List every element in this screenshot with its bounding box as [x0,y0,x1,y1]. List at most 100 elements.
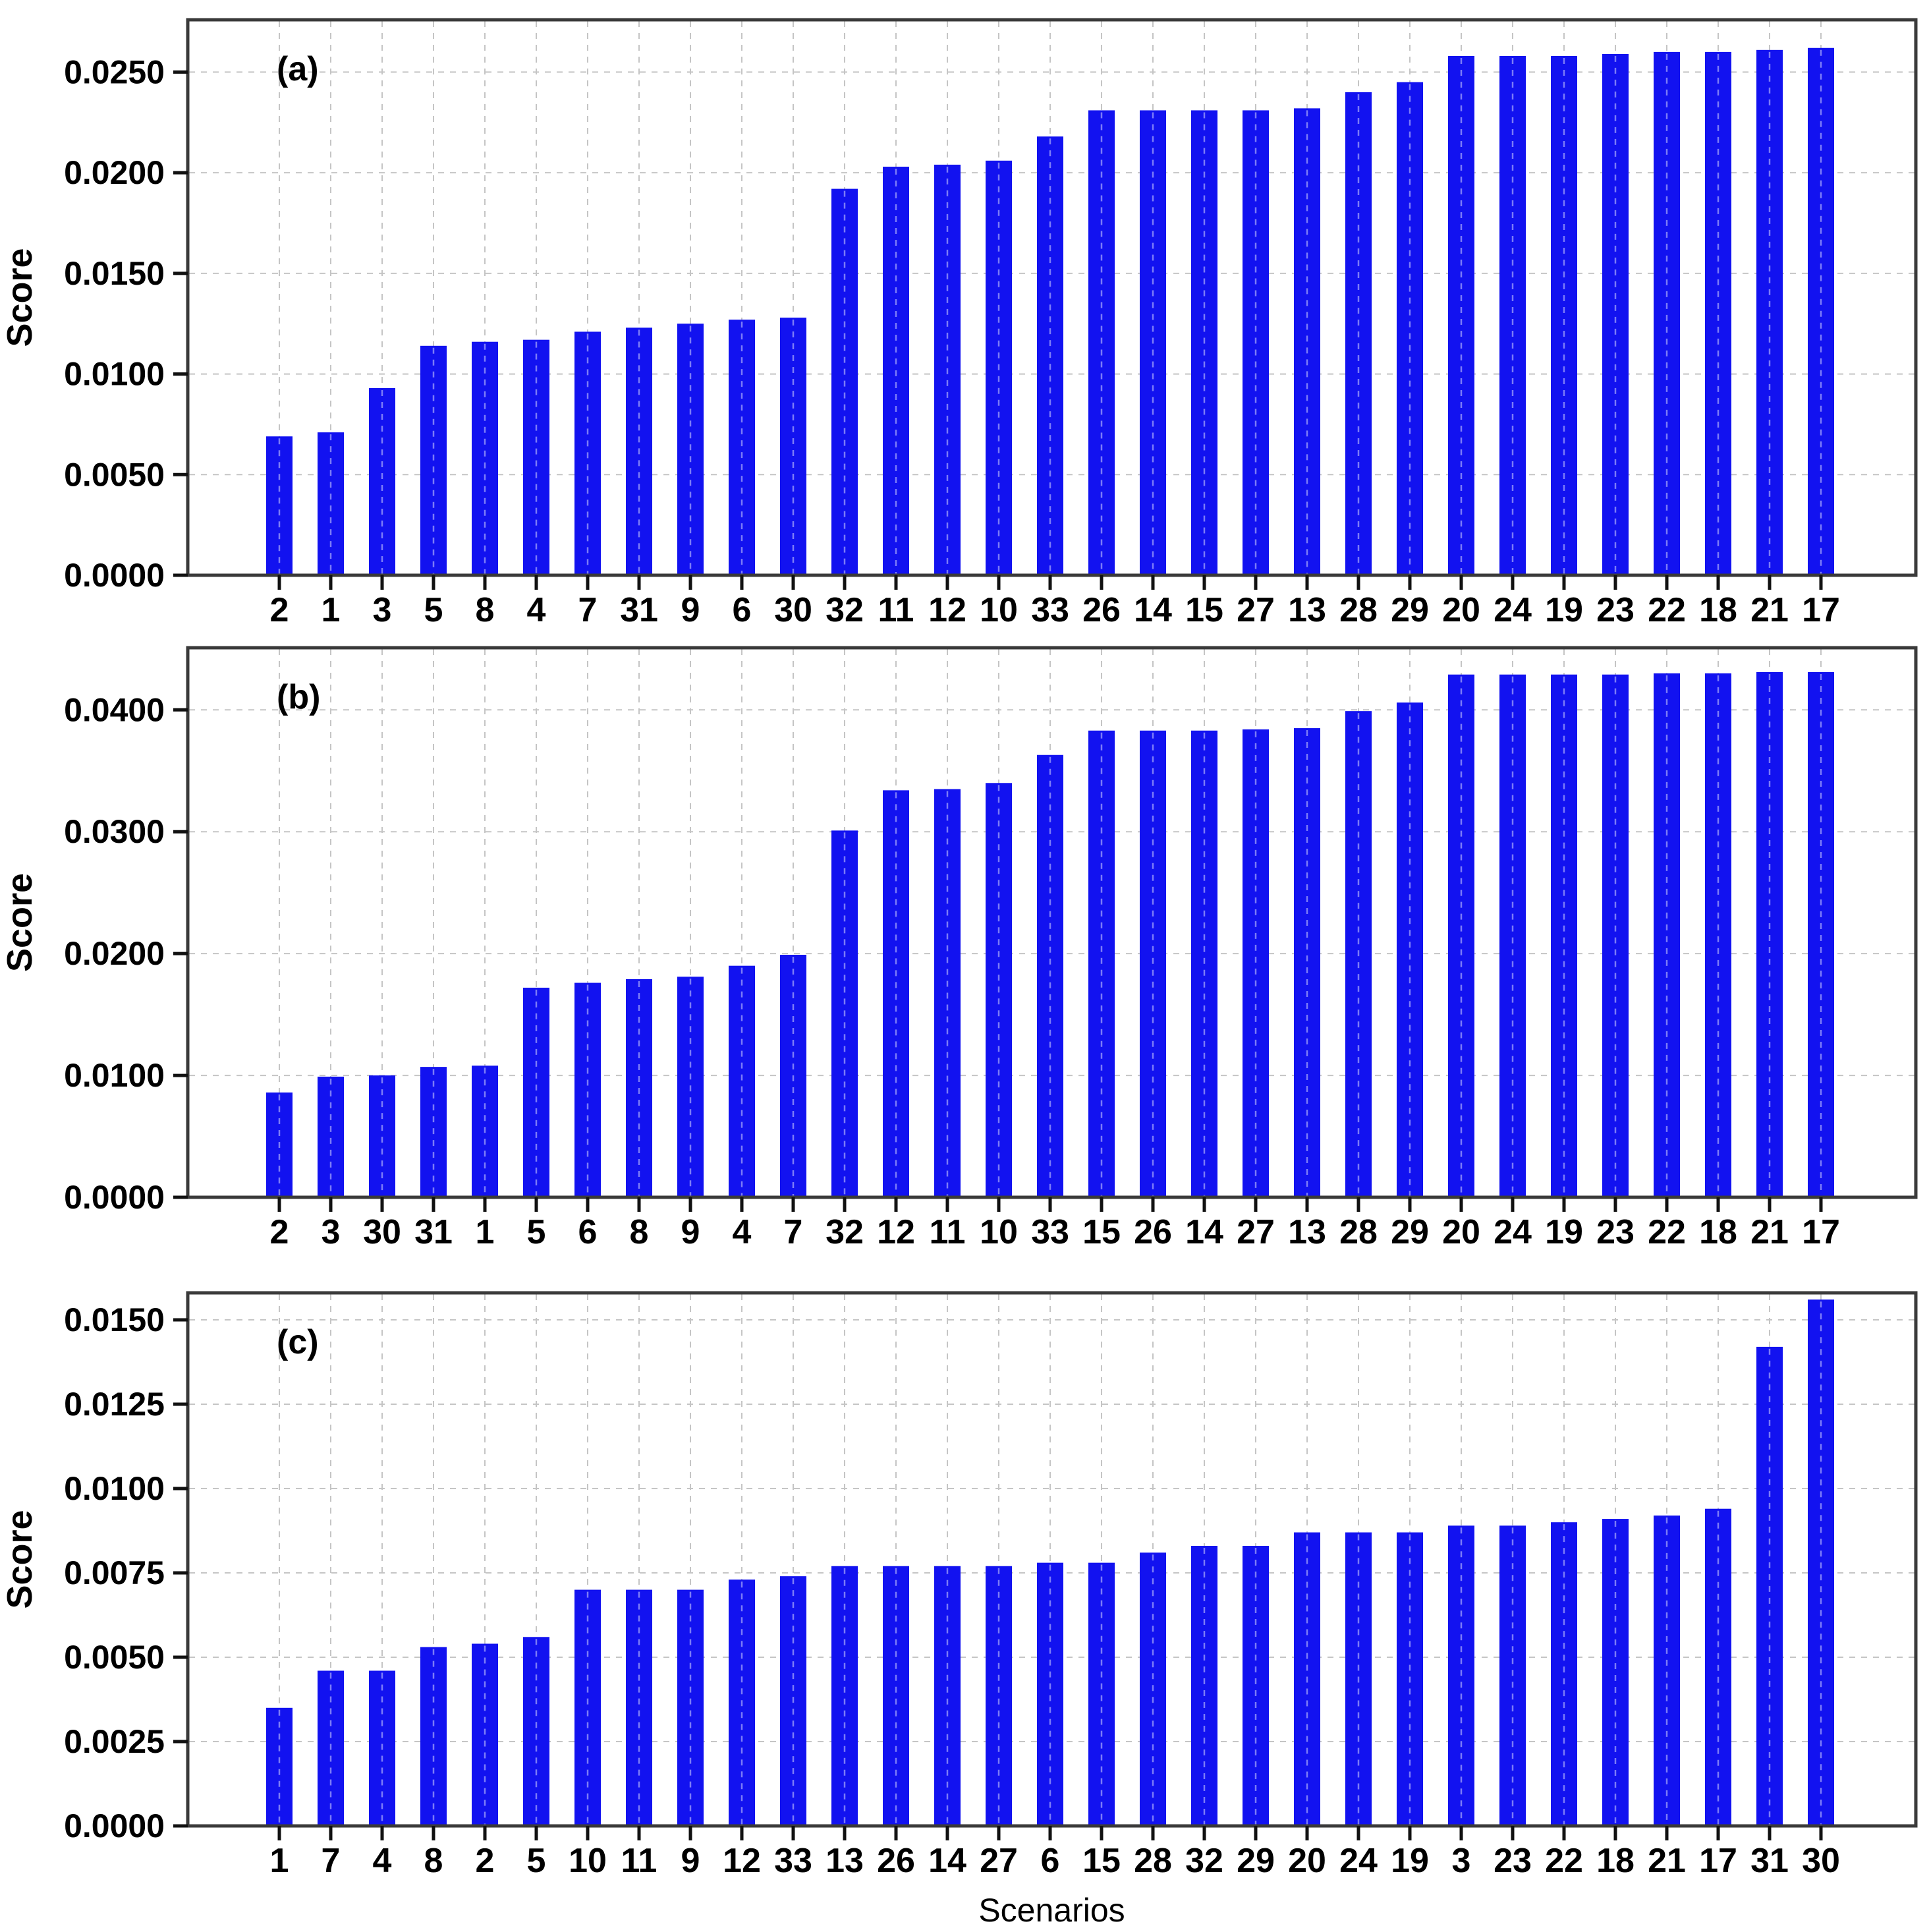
bar-scenario-7 [574,331,601,575]
x-tick-label: 22 [1648,591,1686,629]
y-axis-title: Score [0,873,40,972]
x-tick-label: 3 [1452,1842,1471,1880]
bar-scenario-12 [934,164,961,576]
bar-scenario-6 [574,982,601,1197]
bar-scenario-5 [420,345,447,575]
bar-scenario-6 [729,320,755,575]
bar-scenario-29 [1397,82,1423,575]
x-tick-label: 19 [1391,1842,1429,1880]
x-tick-label: 28 [1134,1842,1172,1880]
y-tick-label: 0.0300 [64,813,165,850]
bar-scenario-12 [729,1579,755,1826]
y-tick-label: 0.0050 [64,456,165,493]
bar-scenario-33 [780,1576,806,1826]
x-tick-label: 30 [774,591,812,629]
x-tick-label: 2 [270,591,289,629]
y-tick-label: 0.0000 [64,557,165,594]
x-tick-label: 11 [878,591,914,629]
x-tick-label: 13 [1288,1213,1326,1251]
bar-scenario-23 [1499,1525,1526,1826]
bar-scenario-31 [1756,1346,1783,1826]
y-tick-label: 0.0150 [64,255,165,292]
bar-scenario-21 [1756,49,1783,576]
x-tick-label: 28 [1339,591,1378,629]
bar-scenario-6 [1037,1562,1063,1826]
y-tick-label: 0.0200 [64,935,165,972]
bar-scenario-22 [1654,673,1680,1197]
x-tick-label: 21 [1750,1213,1789,1251]
x-tick-label: 1 [270,1842,289,1880]
bar-scenario-8 [420,1647,447,1826]
x-tick-label: 24 [1494,591,1532,629]
x-tick-label: 27 [1237,1213,1275,1251]
x-tick-label: 12 [723,1842,761,1880]
x-tick-label: 13 [1288,591,1326,629]
x-tick-label: 4 [527,591,546,629]
bar-scenario-28 [1345,92,1372,575]
panel-letter: (b) [277,678,320,716]
bar-scenario-9 [677,977,704,1197]
x-tick-label: 33 [1031,1213,1069,1251]
x-tick-label: 22 [1545,1842,1583,1880]
x-tick-label: 20 [1442,591,1480,629]
x-axis-title: Scenarios [978,1892,1125,1929]
x-tick-label: 2 [476,1842,495,1880]
bar-scenario-5 [523,987,549,1197]
y-tick-label: 0.0100 [64,1057,165,1094]
y-tick-label: 0.0000 [64,1807,165,1844]
x-tick-label: 4 [373,1842,392,1880]
x-axis: 2 1 3 5 8 4 7 31 9 6 30 32 11 12 10 33 26 14 15 27 13 28 29 20 2… [270,575,1840,629]
x-tick-label: 33 [774,1842,812,1880]
x-tick-label: 26 [877,1842,915,1880]
x-tick-label: 4 [733,1213,752,1251]
x-tick-label: 2 [270,1213,289,1251]
y-axis: 0.0000 0.0100 0.0200 0.0300 0.0400 [64,691,188,1216]
x-tick-label: 3 [373,591,392,629]
bars [266,671,1834,1197]
x-tick-label: 10 [980,591,1018,629]
panel-letter: (a) [277,50,319,88]
x-tick-label: 23 [1494,1842,1532,1880]
x-tick-label: 28 [1339,1213,1378,1251]
bar-scenario-21 [1756,671,1783,1197]
bar-scenario-27 [1243,729,1269,1197]
bar-scenario-4 [729,965,755,1197]
bar-scenario-14 [1191,730,1217,1197]
bar-scenario-31 [420,1067,447,1197]
x-tick-label: 32 [825,591,864,629]
bar-scenario-26 [883,1566,909,1826]
bar-scenario-1 [472,1065,498,1197]
bar-scenario-28 [1345,711,1372,1197]
bar-scenario-2 [266,436,293,575]
y-tick-label: 0.0100 [64,1470,165,1507]
bar-scenario-4 [369,1670,395,1826]
bar-scenario-14 [1140,110,1166,575]
y-tick-label: 0.0050 [64,1639,165,1676]
x-tick-label: 27 [980,1842,1018,1880]
x-tick-label: 24 [1339,1842,1378,1880]
y-tick-label: 0.0200 [64,154,165,191]
bar-scenario-20 [1294,1532,1320,1826]
x-tick-label: 19 [1545,1213,1583,1251]
x-tick-label: 32 [1185,1842,1223,1880]
bar-scenario-8 [472,341,498,575]
bar-scenario-18 [1602,1519,1629,1826]
x-tick-label: 30 [1802,1842,1840,1880]
y-tick-label: 0.0000 [64,1179,165,1216]
bar-scenario-20 [1448,674,1474,1197]
x-tick-label: 23 [1596,591,1635,629]
bar-scenario-31 [626,327,652,575]
x-tick-label: 31 [414,1213,453,1251]
x-tick-label: 18 [1699,1213,1737,1251]
y-tick-label: 0.0250 [64,53,165,90]
x-tick-label: 7 [578,591,598,629]
x-tick-label: 12 [877,1213,915,1251]
x-tick-label: 9 [681,1842,700,1880]
bar-scenario-21 [1654,1515,1680,1826]
bar-scenario-32 [831,188,858,576]
bar-scenario-3 [1448,1525,1474,1826]
x-tick-label: 17 [1699,1842,1737,1880]
bar-scenario-7 [780,955,806,1197]
bar-scenario-19 [1551,674,1577,1197]
